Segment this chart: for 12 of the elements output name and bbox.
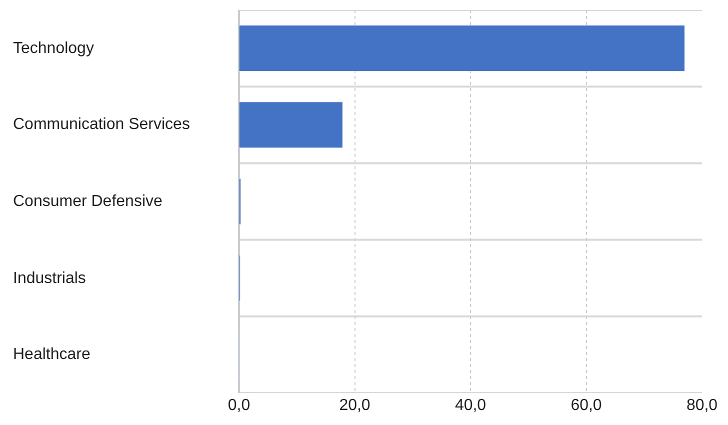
x-tick-label: 60,0: [570, 397, 602, 414]
x-tick-label: 40,0: [454, 397, 486, 414]
y-tick-label: Technology: [13, 40, 94, 57]
x-tick-label: 80,0: [686, 397, 718, 414]
y-tick-label: Healthcare: [13, 346, 90, 363]
bar: [239, 25, 685, 72]
x-tick-label: 0,0: [228, 397, 250, 414]
y-tick-label: Industrials: [13, 270, 86, 287]
bar: [239, 102, 343, 148]
y-tick-label: Communication Services: [13, 116, 190, 133]
y-tick-label: Consumer Defensive: [13, 193, 162, 210]
x-tick-label: 20,0: [339, 397, 370, 414]
